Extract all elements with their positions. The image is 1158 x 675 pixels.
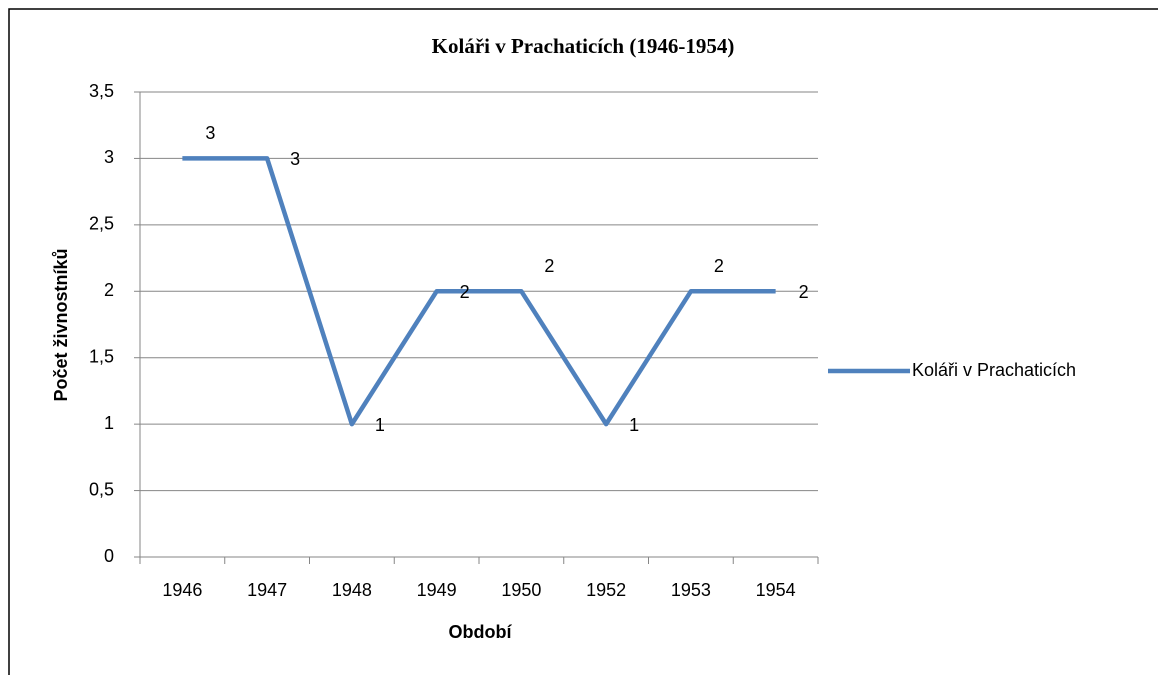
data-label: 2: [544, 256, 554, 276]
x-axis-title: Období: [449, 622, 513, 642]
data-label: 3: [290, 149, 300, 169]
y-axis-title: Počet živnostníků: [51, 248, 71, 401]
chart-title: Koláři v Prachaticích (1946-1954): [432, 34, 735, 58]
data-label: 2: [460, 282, 470, 302]
y-tick-label: 2: [104, 280, 114, 300]
data-label: 1: [375, 415, 385, 435]
x-tick-label: 1950: [501, 580, 541, 600]
data-label: 3: [205, 123, 215, 143]
y-tick-label: 3,5: [89, 81, 114, 101]
x-tick-label: 1952: [586, 580, 626, 600]
y-tick-label: 2,5: [89, 214, 114, 234]
x-tick-label: 1953: [671, 580, 711, 600]
legend-label: Koláři v Prachaticích: [912, 360, 1076, 380]
y-tick-label: 1,5: [89, 346, 114, 366]
x-tick-label: 1949: [417, 580, 457, 600]
x-tick-label: 1946: [162, 580, 202, 600]
x-tick-label: 1948: [332, 580, 372, 600]
line-series: [182, 156, 776, 427]
chart-border: [8, 8, 1158, 675]
y-tick-label: 3: [104, 147, 114, 167]
y-tick-label: 1: [104, 413, 114, 433]
data-label: 2: [714, 256, 724, 276]
data-label: 1: [629, 415, 639, 435]
y-tick-label: 0,5: [89, 479, 114, 499]
data-label: 2: [799, 282, 809, 302]
x-tick-label: 1954: [756, 580, 796, 600]
y-tick-label: 0: [104, 546, 114, 566]
x-tick-label: 1947: [247, 580, 287, 600]
